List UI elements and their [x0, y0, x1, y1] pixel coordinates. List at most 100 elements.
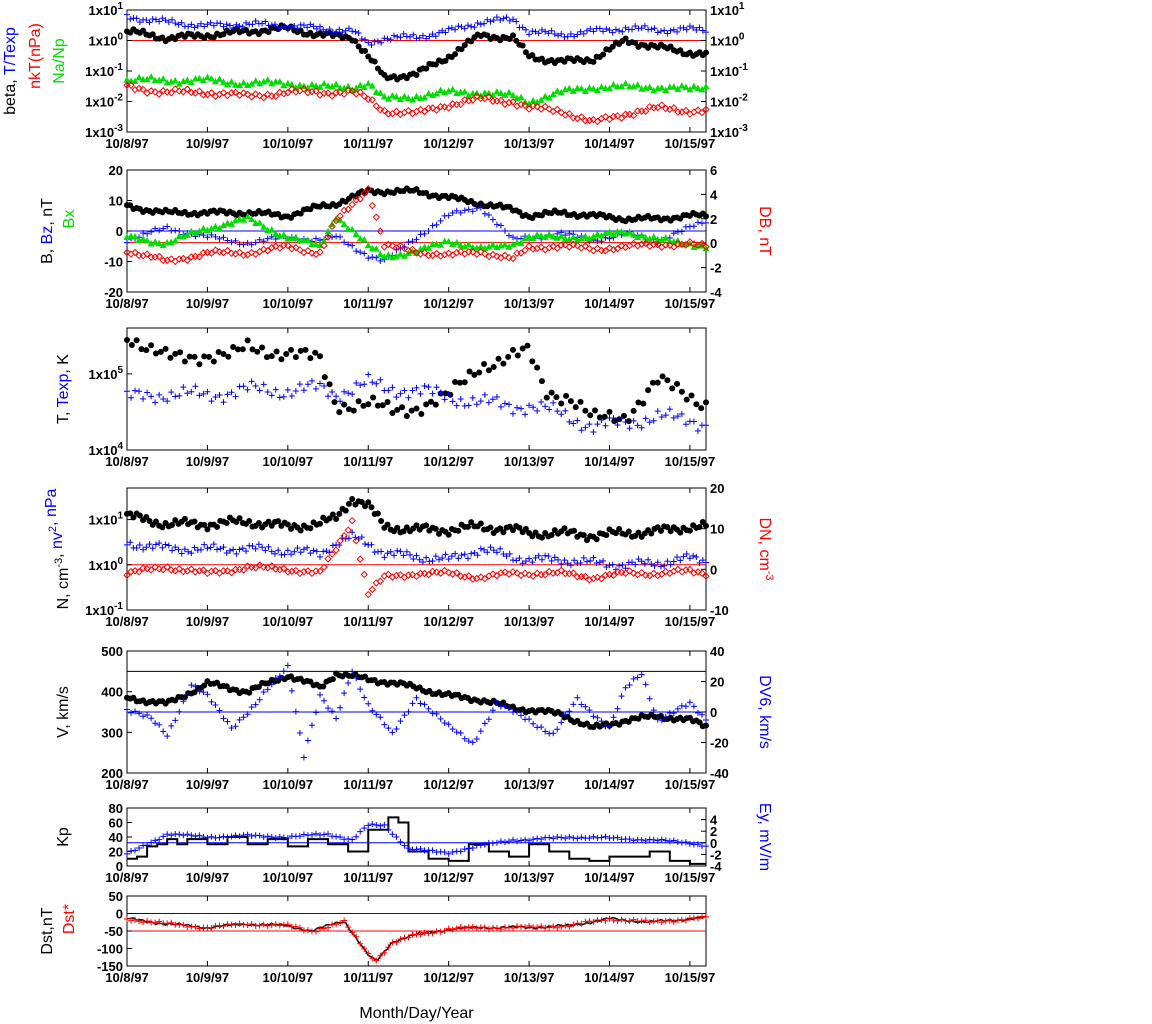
data-point	[622, 79, 630, 87]
data-point	[344, 205, 352, 214]
data-point	[493, 925, 500, 932]
data-point	[490, 363, 497, 370]
data-point	[548, 389, 555, 396]
data-point	[493, 839, 500, 846]
data-point	[699, 557, 706, 564]
data-point	[233, 550, 240, 557]
data-point	[501, 240, 509, 248]
tick-mantissa: 0	[710, 562, 717, 577]
data-point	[340, 532, 348, 540]
data-point	[432, 249, 441, 258]
data-point	[593, 573, 602, 582]
data-point	[620, 412, 627, 419]
data-point	[674, 838, 681, 845]
data-point	[320, 79, 328, 87]
data-point	[349, 28, 356, 35]
x-tick-label: 10/10/97	[263, 614, 314, 629]
data-point	[239, 89, 248, 97]
data-point	[589, 115, 598, 124]
data-point	[437, 928, 444, 935]
data-point	[495, 355, 502, 362]
x-tick-label: 10/9/97	[186, 296, 229, 311]
data-point	[657, 527, 664, 534]
series-black-dot	[124, 22, 709, 83]
x-tick-label: 10/9/97	[186, 614, 229, 629]
data-point	[365, 371, 372, 378]
data-point	[159, 75, 167, 82]
tick-mantissa: 1x10	[89, 3, 118, 18]
data-point	[385, 725, 392, 732]
axis-title: B, Bz, nT	[39, 198, 56, 264]
data-point	[308, 249, 316, 257]
data-point	[549, 242, 557, 251]
data-point	[244, 240, 251, 247]
data-point	[538, 836, 545, 843]
data-point	[489, 396, 496, 403]
data-point	[268, 922, 275, 929]
data-point	[369, 379, 376, 386]
data-point	[236, 515, 243, 522]
data-point	[280, 81, 288, 89]
series-black-dot	[124, 337, 709, 425]
data-point	[220, 923, 227, 930]
data-point	[485, 926, 492, 933]
data-point	[565, 109, 573, 118]
axis-title-part: V, km/s	[55, 686, 72, 738]
data-point	[646, 83, 654, 91]
data-point	[683, 396, 690, 403]
data-point	[132, 387, 139, 394]
data-point	[529, 245, 537, 253]
data-point	[133, 15, 140, 22]
data-point	[300, 546, 307, 553]
data-point	[418, 410, 425, 417]
data-point	[674, 554, 681, 561]
data-point	[317, 353, 323, 360]
data-point	[425, 705, 432, 712]
data-point	[694, 84, 702, 92]
data-point	[136, 541, 143, 548]
data-point	[139, 235, 147, 242]
data-point	[203, 248, 212, 257]
data-point	[506, 17, 513, 24]
data-point	[143, 565, 151, 573]
data-point	[171, 85, 179, 93]
data-point	[336, 88, 344, 97]
data-point	[570, 701, 577, 708]
data-point	[397, 390, 404, 397]
axis-title: Dst*	[61, 904, 78, 934]
data-point	[577, 113, 586, 121]
data-point	[558, 30, 565, 37]
data-point	[272, 230, 280, 237]
data-point	[396, 95, 404, 103]
data-point	[201, 353, 208, 360]
data-point	[572, 404, 579, 411]
data-point	[661, 562, 668, 569]
data-point	[352, 230, 360, 238]
data-point	[262, 18, 269, 25]
data-point	[582, 407, 589, 414]
tick-mantissa: 300	[101, 725, 123, 740]
data-point	[567, 562, 574, 569]
data-point	[385, 944, 392, 951]
data-point	[403, 413, 410, 420]
data-point	[392, 93, 400, 100]
data-point	[248, 832, 255, 839]
data-point	[638, 671, 645, 678]
data-point	[368, 42, 375, 49]
data-point	[509, 568, 517, 576]
data-point	[474, 20, 481, 27]
data-point	[614, 705, 621, 712]
data-point	[396, 242, 405, 250]
tick-mantissa: 20	[109, 163, 123, 178]
data-point	[429, 390, 436, 397]
data-point	[304, 381, 311, 388]
x-tick-label: 10/13/97	[504, 777, 555, 792]
data-point	[429, 847, 436, 854]
data-point	[240, 216, 248, 223]
data-point	[123, 76, 131, 83]
data-point	[249, 21, 256, 28]
series-red-diamond	[123, 81, 710, 126]
x-tick-label: 10/15/97	[665, 870, 716, 885]
data-point	[128, 917, 135, 924]
data-point	[243, 19, 250, 26]
